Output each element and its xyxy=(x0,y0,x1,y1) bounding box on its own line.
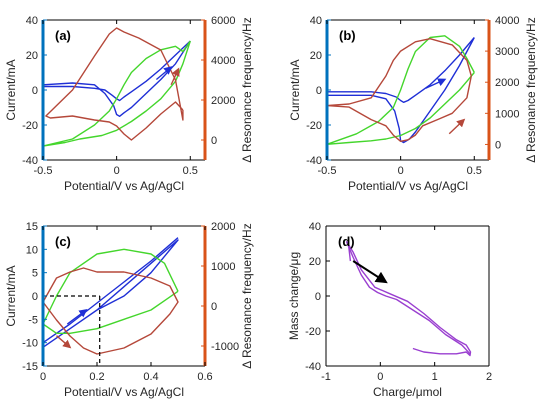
x-tick-label: 0 xyxy=(377,371,383,383)
y-right-tick-label: 1000 xyxy=(495,108,519,120)
y-right-tick-label: 2000 xyxy=(211,95,235,107)
x-tick-label: 0.6 xyxy=(197,371,212,383)
series-line-green-2 xyxy=(326,35,475,146)
arrow-blue-1 xyxy=(425,78,447,89)
y-axis-label: Current/mA xyxy=(4,265,18,326)
series-line-green-2 xyxy=(42,40,191,147)
chart-panel-3: 0 0.2 0.4 0.6 -15 -10 -5 0 5 10 15 -1000 0 1000 2000 Po… xyxy=(4,221,254,399)
series-line-blue-1 xyxy=(42,40,191,118)
x-axis-label: Potential/V vs Ag/AgCl xyxy=(348,179,468,193)
panel-label: (c) xyxy=(55,234,71,249)
x-axis-label: Potential/V vs Ag/AgCl xyxy=(64,179,184,193)
y-right-tick-label: 0 xyxy=(211,135,217,147)
chart-panel-4: -1 0 1 2 -40 -20 0 20 40 Charge/μmol Mass change/μ… xyxy=(287,221,492,399)
series-line-purple-2 xyxy=(348,246,471,355)
y-right-axis-label: Δ Resonance frequency/Hz xyxy=(240,223,254,368)
y-tick-label: 40 xyxy=(26,15,38,27)
panel-label: (a) xyxy=(55,28,71,43)
y-tick-label: 0 xyxy=(32,291,38,303)
x-tick-label: 0 xyxy=(40,371,46,383)
y-axis-label: Current/mA xyxy=(4,59,18,120)
y-tick-label: 40 xyxy=(310,15,322,27)
panel-label: (d) xyxy=(338,234,355,249)
y-right-tick-label: -1000 xyxy=(211,341,239,353)
y-axis-label: Mass change/μg xyxy=(287,252,301,340)
x-axis-label: Charge/μmol xyxy=(373,385,442,399)
x-tick-label: 0 xyxy=(398,165,404,177)
series-line-brown-3 xyxy=(326,38,472,143)
x-tick-label: 2 xyxy=(486,371,492,383)
chart-panel-1: -0.5 0 0.5 -40 -20 0 20 40 0 2000 4000 6000 Potentia… xyxy=(4,15,254,193)
panel-label: (b) xyxy=(339,28,356,43)
y-tick-label: -15 xyxy=(22,361,38,373)
y-tick-label: -5 xyxy=(28,314,38,326)
x-tick-label: 0 xyxy=(114,165,120,177)
arrow-blue-1 xyxy=(155,66,173,81)
y-right-tick-label: 1000 xyxy=(211,261,235,273)
y-tick-label: 15 xyxy=(26,221,38,233)
arrow-brown-2 xyxy=(170,67,180,86)
series-line-blue-1 xyxy=(42,239,179,348)
arrow-brown-2 xyxy=(56,335,72,349)
chart-panel-2: -0.5 0 0.5 -40 -20 0 20 40 0 1000 2000 3000 4000 Pote… xyxy=(288,15,538,193)
y-right-axis-label: Δ Resonance frequency/Hz xyxy=(240,17,254,162)
x-tick-label: 0.5 xyxy=(467,165,482,177)
x-tick-label: -0.5 xyxy=(318,165,337,177)
y-tick-label: -40 xyxy=(305,361,321,373)
x-tick-label: -1 xyxy=(321,371,331,383)
y-tick-label: 0 xyxy=(32,85,38,97)
y-tick-label: 10 xyxy=(26,244,38,256)
x-tick-label: 0.2 xyxy=(89,371,104,383)
x-tick-label: 0.4 xyxy=(143,371,158,383)
series-line-purple-1 xyxy=(345,241,472,357)
y-right-tick-label: 3000 xyxy=(495,46,519,58)
y-right-tick-label: 0 xyxy=(211,301,217,313)
y-tick-label: -20 xyxy=(306,120,322,132)
y-axis-label: Current/mA xyxy=(288,59,302,120)
x-tick-label: 0.5 xyxy=(183,165,198,177)
x-tick-label: 1 xyxy=(432,371,438,383)
y-tick-label: -20 xyxy=(22,120,38,132)
x-axis-label: Potential/V vs Ag/AgCl xyxy=(64,385,184,399)
y-tick-label: 20 xyxy=(26,50,38,62)
y-tick-label: 5 xyxy=(32,268,38,280)
y-right-tick-label: 2000 xyxy=(495,77,519,89)
y-right-tick-label: 2000 xyxy=(211,221,235,233)
y-tick-label: -40 xyxy=(306,155,322,167)
y-tick-label: -20 xyxy=(305,326,321,338)
series-line-brown-3 xyxy=(45,27,184,141)
series-line-brown-4 xyxy=(42,267,179,355)
y-tick-label: 0 xyxy=(315,291,321,303)
y-right-tick-label: 0 xyxy=(495,139,501,151)
x-tick-label: -0.5 xyxy=(34,165,53,177)
y-right-tick-label: 4000 xyxy=(495,15,519,27)
y-tick-label: -10 xyxy=(22,338,38,350)
y-tick-label: 20 xyxy=(310,50,322,62)
arrow-black-1 xyxy=(352,260,388,284)
y-right-tick-label: 4000 xyxy=(211,55,235,67)
y-tick-label: 20 xyxy=(309,256,321,268)
arrow-blue-1 xyxy=(66,309,88,325)
y-right-tick-label: 6000 xyxy=(211,15,235,27)
y-tick-label: 40 xyxy=(309,221,321,233)
arrow-brown-2 xyxy=(448,118,466,135)
series-line-green-3 xyxy=(42,248,179,334)
y-tick-label: 0 xyxy=(316,85,322,97)
y-right-axis-label: Δ Resonance frequency/Hz xyxy=(524,17,538,162)
y-tick-label: -40 xyxy=(22,155,38,167)
